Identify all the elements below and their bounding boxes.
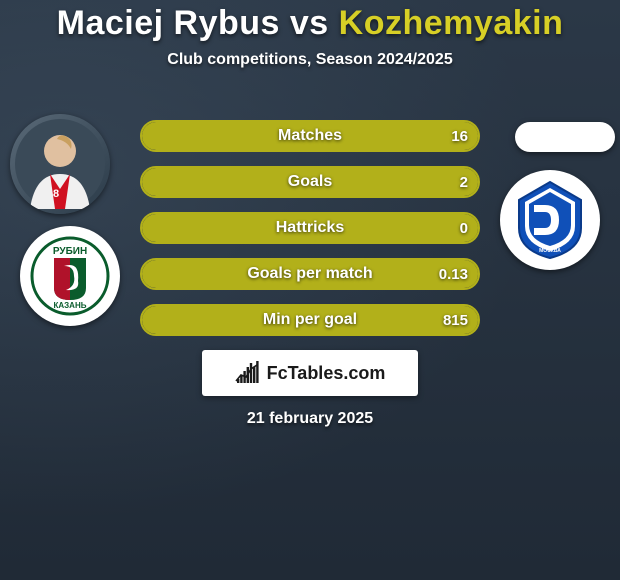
stat-row: Goals per match0.13 <box>140 258 480 290</box>
rubin-logo-icon: РУБИН КАЗАНЬ <box>30 236 110 316</box>
stat-label: Hattricks <box>142 214 478 242</box>
player-left-photo: 8 <box>10 114 110 214</box>
club-right-logo: МОСКВА <box>500 170 600 270</box>
date-label: 21 february 2025 <box>0 410 620 428</box>
player-left-name: Maciej Rybus <box>57 4 280 42</box>
title-connector: vs <box>290 4 329 42</box>
player-left-avatar-icon: 8 <box>15 119 105 209</box>
club-left-logo: РУБИН КАЗАНЬ <box>20 226 120 326</box>
player-right-name: Kozhemyakin <box>339 4 564 42</box>
stat-label: Min per goal <box>142 306 478 334</box>
stat-label: Goals <box>142 168 478 196</box>
svg-text:МОСКВА: МОСКВА <box>539 248 561 254</box>
subtitle: Club competitions, Season 2024/2025 <box>0 51 620 69</box>
stat-row: Matches16 <box>140 120 480 152</box>
brand-badge[interactable]: FcTables.com <box>202 350 418 396</box>
stat-value-right: 0 <box>460 214 468 242</box>
chart-icon <box>235 361 261 385</box>
player-right-photo <box>515 122 615 152</box>
dynamo-logo-icon: МОСКВА <box>515 180 585 260</box>
header: Maciej Rybus vs Kozhemyakin Club competi… <box>0 0 620 69</box>
stat-value-right: 2 <box>460 168 468 196</box>
stat-row: Goals2 <box>140 166 480 198</box>
brand-text: FcTables.com <box>267 363 386 384</box>
stat-label: Matches <box>142 122 478 150</box>
stat-value-right: 16 <box>451 122 468 150</box>
svg-text:РУБИН: РУБИН <box>53 246 87 257</box>
stat-row: Hattricks0 <box>140 212 480 244</box>
stat-value-right: 0.13 <box>439 260 468 288</box>
stat-label: Goals per match <box>142 260 478 288</box>
stat-row: Min per goal815 <box>140 304 480 336</box>
svg-text:8: 8 <box>53 188 59 200</box>
svg-text:КАЗАНЬ: КАЗАНЬ <box>54 301 87 310</box>
comparison-title: Maciej Rybus vs Kozhemyakin <box>0 4 620 43</box>
stats-container: Matches16 Goals2 Hattricks0 Goals per match… <box>140 120 480 350</box>
stat-value-right: 815 <box>443 306 468 334</box>
